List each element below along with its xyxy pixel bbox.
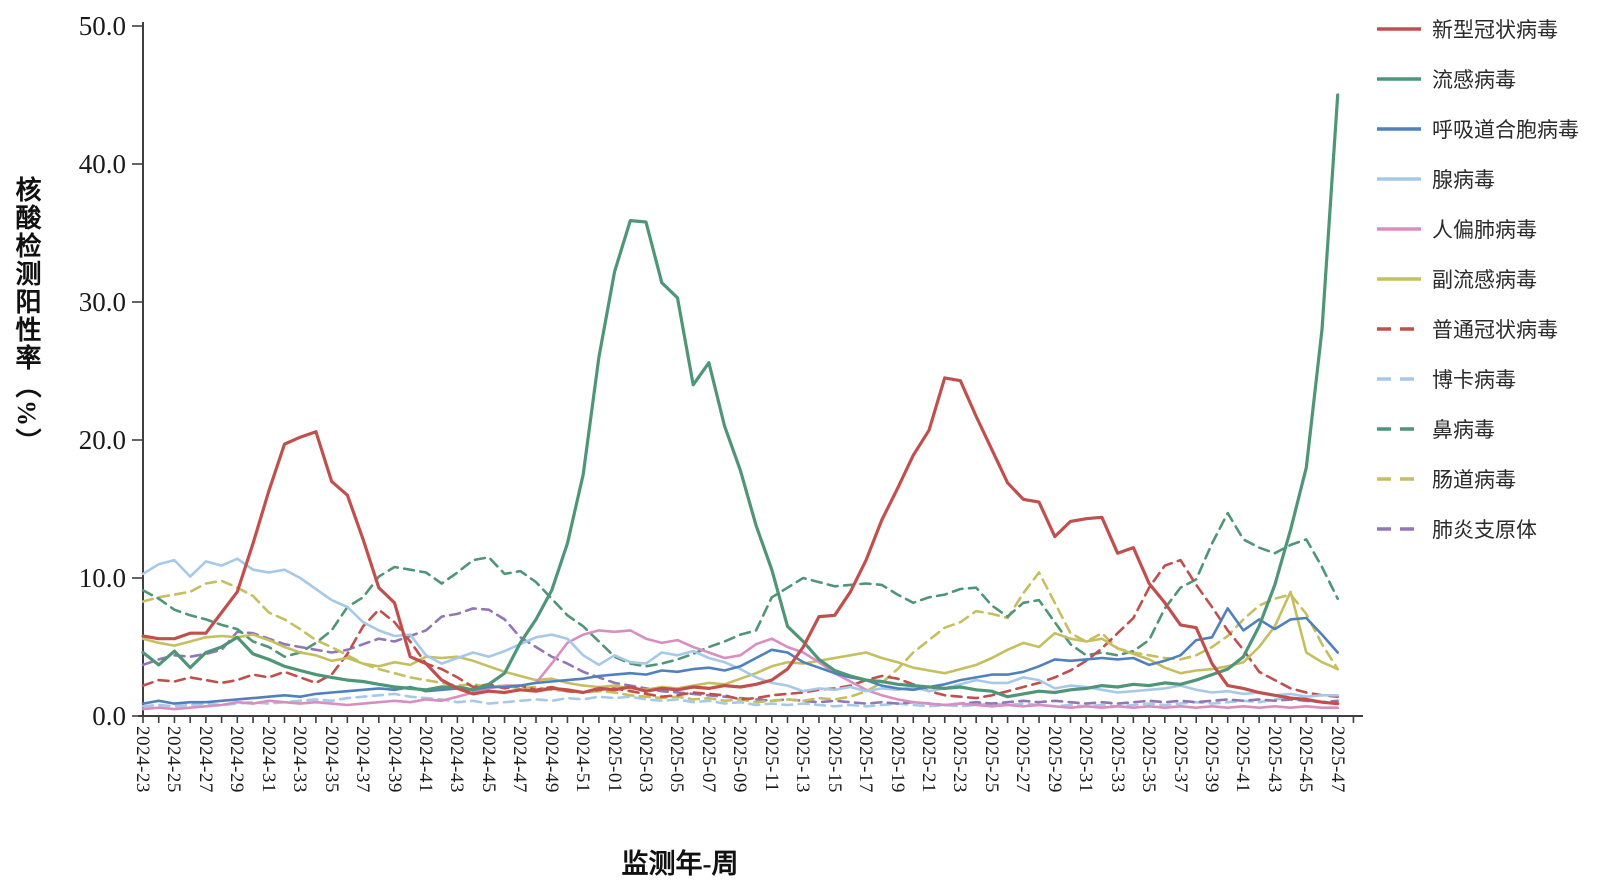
legend-item-label: 普通冠状病毒 — [1432, 318, 1558, 342]
x-tick-label: 2025-13 — [792, 726, 814, 793]
legend-swatch-line — [1377, 377, 1421, 381]
x-tick-label: 2024-25 — [163, 726, 185, 793]
legend-swatch-line — [1377, 27, 1421, 31]
legend-item-label: 肺炎支原体 — [1432, 518, 1537, 542]
series-line-hmpv — [141, 629, 1339, 711]
legend-item-label: 鼻病毒 — [1432, 418, 1495, 442]
legend-item-ev: 肠道病毒 — [1376, 454, 1579, 504]
y-tick-label: 50.0 — [78, 11, 126, 41]
y-axis-title: 核酸检测阳性率（%） — [12, 176, 41, 456]
series-line-hcov — [141, 558, 1339, 701]
x-axis-title: 监测年-周 — [621, 849, 739, 879]
legend-swatch-line — [1377, 427, 1421, 431]
x-tick-label: 2025-07 — [697, 726, 719, 793]
x-tick-label: 2025-15 — [823, 726, 845, 793]
x-tick-label: 2025-43 — [1263, 726, 1285, 793]
legend-item-hmpv: 人偏肺病毒 — [1376, 204, 1579, 254]
legend-item-label: 呼吸道合胞病毒 — [1432, 118, 1579, 142]
series-line-hbov — [141, 692, 1339, 708]
x-tick-label: 2025-23 — [949, 726, 971, 793]
x-tick-label: 2025-35 — [1138, 726, 1160, 793]
x-tick-label: 2024-49 — [540, 726, 562, 793]
x-tick-label: 2025-31 — [1075, 726, 1097, 793]
legend-item-hcov: 普通冠状病毒 — [1376, 304, 1579, 354]
x-tick-label: 2025-37 — [1169, 726, 1191, 793]
series-line-hrv — [141, 511, 1339, 668]
x-tick-label: 2025-29 — [1043, 726, 1065, 793]
legend-item-hrv: 鼻病毒 — [1376, 404, 1579, 454]
series-line-rsv — [141, 607, 1339, 705]
x-tick-label: 2024-51 — [572, 726, 594, 793]
y-tick-label: 0.0 — [92, 701, 126, 731]
x-tick-label: 2024-37 — [352, 726, 374, 793]
x-tick-label: 2024-33 — [289, 726, 311, 793]
x-tick-label: 2024-43 — [446, 726, 468, 793]
legend-item-label: 副流感病毒 — [1432, 268, 1537, 292]
legend-swatch-line — [1377, 477, 1421, 481]
y-tick-label: 30.0 — [78, 287, 126, 317]
legend: 新型冠状病毒 流感病毒呼吸道合胞病毒 腺病毒人偏肺病毒副流感病毒普通冠状病毒 博卡病毒… — [1376, 4, 1579, 554]
x-tick-label: 2025-45 — [1295, 726, 1317, 793]
x-tick-label: 2025-11 — [760, 726, 782, 793]
x-tick-label: 2025-47 — [1326, 726, 1348, 793]
legend-swatch-line — [1377, 527, 1421, 531]
x-tick-label: 2024-35 — [320, 726, 342, 793]
x-tick-label: 2024-45 — [477, 726, 499, 793]
x-tick-label: 2025-09 — [729, 726, 751, 793]
x-tick-label: 2024-27 — [194, 726, 216, 793]
x-tick-label: 2025-41 — [1232, 726, 1254, 793]
legend-item-hbov: 博卡病毒 — [1376, 354, 1579, 404]
x-tick-label: 2024-39 — [383, 726, 405, 793]
legend-item-covid: 新型冠状病毒 — [1376, 4, 1579, 54]
y-tick-label: 10.0 — [78, 563, 126, 593]
legend-item-piv: 副流感病毒 — [1376, 254, 1579, 304]
series-line-mp — [141, 607, 1339, 707]
x-tick-label: 2025-03 — [635, 726, 657, 793]
x-tick-label: 2024-29 — [226, 726, 248, 793]
legend-swatch-line — [1377, 327, 1421, 331]
x-tick-label: 2025-05 — [666, 726, 688, 793]
legend-swatch-line — [1377, 77, 1421, 81]
series-line-flu — [141, 93, 1340, 699]
legend-swatch-line — [1377, 127, 1421, 131]
y-tick-label: 20.0 — [78, 425, 126, 455]
legend-item-flu: 流感病毒 — [1376, 54, 1579, 104]
x-tick-label: 2025-25 — [980, 726, 1002, 793]
legend-item-label: 新型冠状病毒 — [1432, 18, 1558, 42]
y-tick-label: 40.0 — [78, 149, 126, 179]
series-line-covid — [141, 376, 1340, 706]
series-line-ev — [141, 571, 1339, 704]
legend-item-label: 流感病毒 — [1432, 68, 1516, 92]
legend-item-label: 腺病毒 — [1432, 168, 1495, 192]
x-tick-label: 2025-17 — [855, 726, 877, 793]
x-tick-label: 2025-27 — [1012, 726, 1034, 793]
legend-item-label: 人偏肺病毒 — [1432, 218, 1537, 242]
legend-swatch-line — [1377, 227, 1421, 231]
series-line-adv — [141, 557, 1339, 699]
legend-item-adv: 腺病毒 — [1376, 154, 1579, 204]
legend-item-mp: 肺炎支原体 — [1376, 504, 1579, 554]
legend-swatch-line — [1377, 277, 1421, 281]
x-tick-label: 2025-21 — [918, 726, 939, 793]
x-tick-label: 2024-31 — [257, 726, 279, 793]
legend-item-label: 肠道病毒 — [1432, 468, 1516, 492]
x-tick-label: 2024-41 — [414, 726, 436, 793]
x-tick-label: 2025-19 — [886, 726, 908, 793]
x-tick-label: 2024-47 — [509, 726, 531, 793]
x-tick-label: 2025-39 — [1200, 726, 1222, 793]
legend-swatch-line — [1377, 177, 1421, 181]
series-line-piv — [141, 590, 1339, 692]
x-tick-label: 2024-23 — [132, 726, 153, 793]
legend-item-label: 博卡病毒 — [1432, 368, 1516, 392]
x-tick-label: 2025-01 — [603, 726, 625, 793]
legend-item-rsv: 呼吸道合胞病毒 — [1376, 104, 1579, 154]
x-tick-label: 2025-33 — [1106, 726, 1128, 793]
